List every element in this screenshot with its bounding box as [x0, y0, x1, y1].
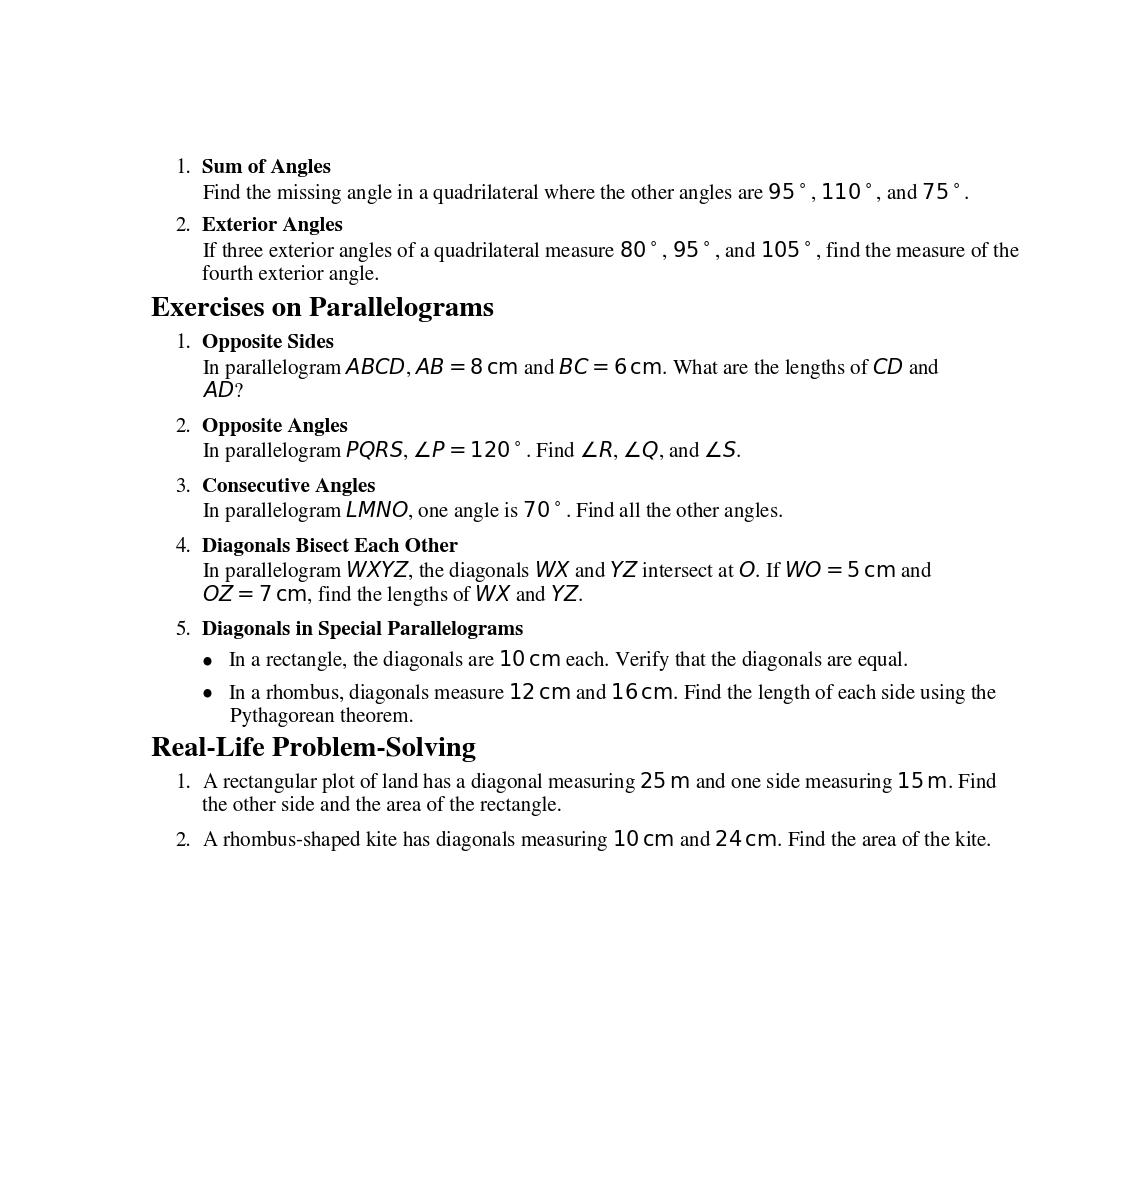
Text: •: • — [202, 652, 212, 671]
Text: 2.: 2. — [175, 417, 191, 437]
Text: •: • — [202, 684, 212, 704]
Text: Pythagorean theorem.: Pythagorean theorem. — [229, 707, 414, 727]
Text: In parallelogram $\mathit{PQRS}$, $\angle P = 120^\circ$. Find $\angle R$, $\ang: In parallelogram $\mathit{PQRS}$, $\angl… — [202, 440, 742, 465]
Text: $\mathit{AD}$?: $\mathit{AD}$? — [202, 382, 244, 402]
Text: A rhombus-shaped kite has diagonals measuring $10\,\mathrm{cm}$ and $24\,\mathrm: A rhombus-shaped kite has diagonals meas… — [202, 828, 992, 852]
Text: 1.: 1. — [175, 334, 191, 354]
Text: Diagonals Bisect Each Other: Diagonals Bisect Each Other — [202, 538, 458, 555]
Text: Find the missing angle in a quadrilateral where the other angles are $95^\circ$,: Find the missing angle in a quadrilatera… — [202, 180, 970, 205]
Text: 4.: 4. — [175, 538, 191, 556]
Text: 2.: 2. — [175, 217, 191, 236]
Text: In a rhombus, diagonals measure $12\,\mathrm{cm}$ and $16\,\mathrm{cm}$. Find th: In a rhombus, diagonals measure $12\,\ma… — [228, 681, 997, 706]
Text: 3.: 3. — [175, 477, 191, 496]
Text: In parallelogram $\mathit{LMNO}$, one angle is $70^\circ$. Find all the other an: In parallelogram $\mathit{LMNO}$, one an… — [202, 500, 783, 525]
Text: In a rectangle, the diagonals are $10\,\mathrm{cm}$ each. Verify that the diagon: In a rectangle, the diagonals are $10\,\… — [228, 648, 909, 673]
Text: $\mathit{OZ} = 7\,\mathrm{cm}$, find the lengths of $\mathit{WX}$ and $\mathit{Y: $\mathit{OZ} = 7\,\mathrm{cm}$, find the… — [202, 582, 583, 608]
Text: Sum of Angles: Sum of Angles — [202, 159, 331, 177]
Text: Exercises on Parallelograms: Exercises on Parallelograms — [151, 297, 494, 322]
Text: If three exterior angles of a quadrilateral measure $80^\circ$, $95^\circ$, and : If three exterior angles of a quadrilate… — [202, 239, 1020, 264]
Text: Exterior Angles: Exterior Angles — [202, 217, 343, 236]
Text: 1.: 1. — [175, 158, 191, 178]
Text: 5.: 5. — [175, 620, 191, 640]
Text: Opposite Sides: Opposite Sides — [202, 335, 334, 353]
Text: 2.: 2. — [175, 831, 191, 851]
Text: Consecutive Angles: Consecutive Angles — [202, 477, 375, 496]
Text: Opposite Angles: Opposite Angles — [202, 419, 348, 436]
Text: Diagonals in Special Parallelograms: Diagonals in Special Parallelograms — [202, 621, 524, 639]
Text: A rectangular plot of land has a diagonal measuring $25\,\mathrm{m}$ and one sid: A rectangular plot of land has a diagona… — [202, 770, 997, 795]
Text: In parallelogram $\mathit{WXYZ}$, the diagonals $\mathit{WX}$ and $\mathit{YZ}$ : In parallelogram $\mathit{WXYZ}$, the di… — [202, 559, 933, 585]
Text: Real-Life Problem-Solving: Real-Life Problem-Solving — [151, 737, 476, 762]
Text: 1.: 1. — [175, 773, 191, 792]
Text: the other side and the area of the rectangle.: the other side and the area of the recta… — [202, 796, 562, 817]
Text: In parallelogram $\mathit{ABCD}$, $\mathit{AB} = 8\,\mathrm{cm}$ and $\mathit{BC: In parallelogram $\mathit{ABCD}$, $\math… — [202, 356, 939, 381]
Text: fourth exterior angle.: fourth exterior angle. — [202, 265, 379, 285]
